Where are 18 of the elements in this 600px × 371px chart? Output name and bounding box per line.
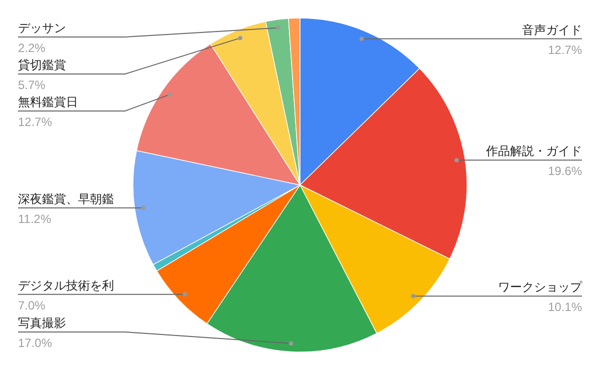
data-label: 11.2% — [18, 212, 52, 226]
data-label: 10.1% — [548, 300, 582, 314]
slice-label: デジタル技術を利 — [18, 278, 114, 292]
data-label: 19.6% — [548, 164, 582, 178]
data-label: 7.0% — [18, 298, 46, 312]
slice-label: 作品解説・ガイド — [485, 144, 582, 158]
slice-label: 貸切鑑賞 — [18, 58, 66, 72]
slice-label: 深夜鑑賞、早朝鑑 — [18, 192, 114, 206]
data-label: 12.7% — [18, 115, 52, 129]
data-label: 12.7% — [548, 42, 582, 57]
slice-label: ワークショップ — [498, 280, 583, 294]
data-label: 17.0% — [18, 336, 52, 350]
slice-label: 写真撮影 — [18, 316, 66, 330]
slice-label: デッサン — [18, 21, 66, 35]
data-label: 2.2% — [18, 41, 46, 55]
slice-label: 音声ガイド — [522, 22, 582, 37]
data-label: 5.7% — [18, 78, 46, 92]
slice-label: 無料鑑賞日 — [18, 95, 78, 109]
